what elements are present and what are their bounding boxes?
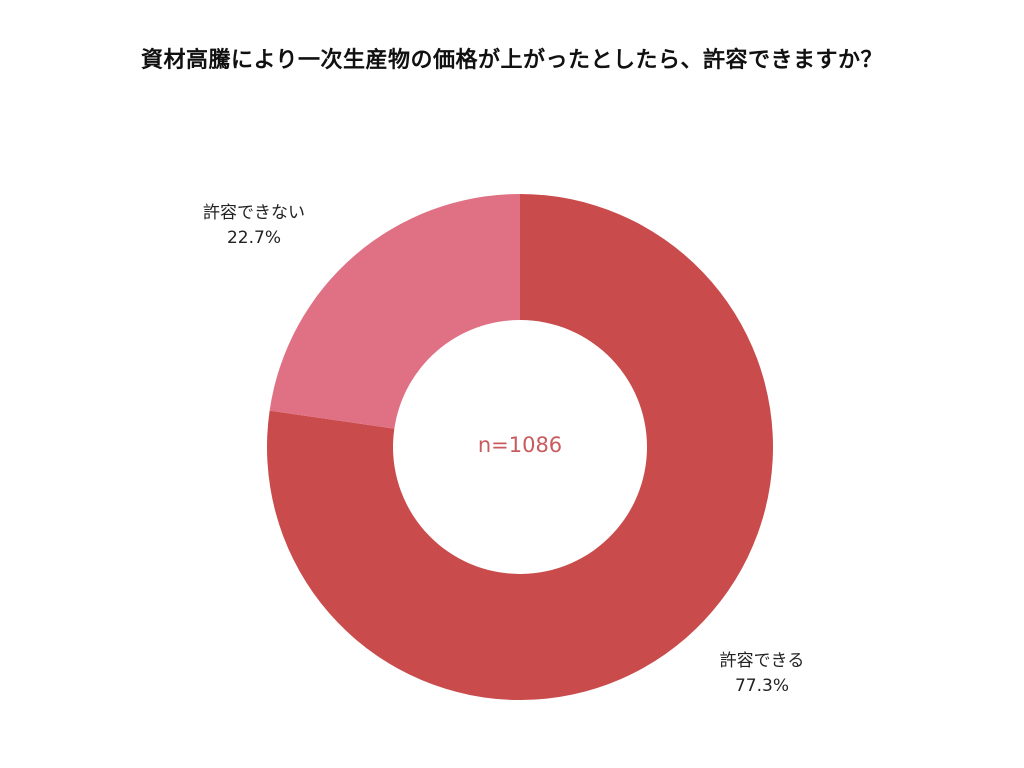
donut-slice-1 [267, 194, 773, 701]
chart-title: 資材高騰により一次生産物の価格が上がったとしたら、許容できますか？ [140, 48, 884, 73]
center-sample-size-label: n=1086 [478, 433, 562, 457]
slice-label-1: 許容できる [720, 651, 805, 671]
slice-labels: 許容できる 77.3% 許容できない 22.7% [203, 203, 804, 696]
slice-value-1: 77.3% [735, 676, 789, 696]
donut-slice-2 [269, 194, 520, 429]
slice-label-2: 許容できない [203, 203, 305, 223]
donut-slices [267, 194, 773, 701]
slice-value-2: 22.7% [227, 228, 281, 248]
